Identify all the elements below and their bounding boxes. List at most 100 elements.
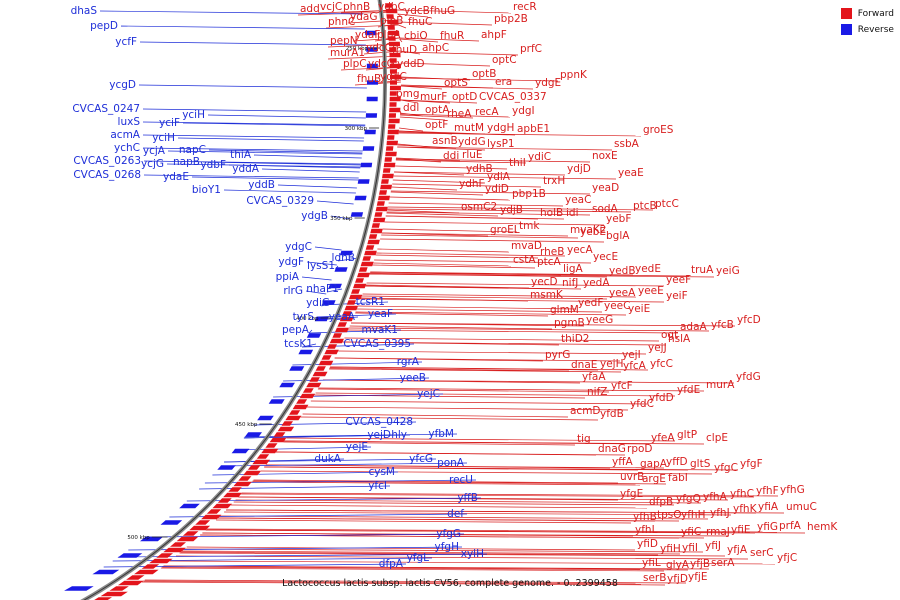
forward-label-connector <box>260 470 713 475</box>
forward-gene-label: ddi <box>443 150 459 162</box>
forward-feature-arrow <box>277 426 295 432</box>
forward-feature-arrow <box>389 85 401 91</box>
forward-feature-arrow <box>385 3 393 8</box>
reverse-gene-label: xylH <box>461 548 484 560</box>
reverse-feature-arrow <box>366 96 378 102</box>
reverse-feature-arrow <box>366 63 378 69</box>
reverse-label-connector <box>330 215 351 220</box>
reverse-gene-label: ydaE <box>163 171 189 183</box>
forward-gene-label: tpsO <box>657 509 682 521</box>
reverse-feature-arrow <box>117 553 143 558</box>
forward-gene-label: argE <box>642 473 666 485</box>
forward-label-connector <box>253 479 619 484</box>
forward-label-connector <box>389 196 511 201</box>
forward-gene-label: ydhB <box>466 163 493 175</box>
reverse-gene-label: yffB <box>457 492 478 504</box>
forward-label-connector <box>186 546 636 551</box>
forward-label-connector <box>318 387 705 392</box>
reverse-feature-arrow <box>321 300 336 305</box>
forward-feature-arrow <box>385 151 397 157</box>
forward-label-connector <box>233 501 675 506</box>
reverse-label-connector <box>138 84 367 89</box>
reverse-label-connector <box>253 154 362 159</box>
reverse-feature-arrow <box>366 47 378 52</box>
forward-gene-label: yfdC <box>630 398 654 410</box>
forward-feature-arrow <box>353 283 367 289</box>
forward-label-connector <box>315 392 676 397</box>
forward-label-connector <box>397 146 613 151</box>
forward-feature-arrow <box>357 272 371 278</box>
scale-tick-label: 300 kbp <box>345 126 368 132</box>
forward-gene-label: ydcB <box>404 5 430 17</box>
reverse-label-connector <box>277 184 357 189</box>
legend-forward: Forward <box>840 8 894 19</box>
reverse-feature-arrow <box>354 195 367 201</box>
forward-gene-label: yfiL <box>642 557 661 569</box>
forward-label-connector <box>330 366 649 371</box>
forward-gene-label: ptcA <box>537 256 562 268</box>
reverse-feature-arrow <box>64 586 94 591</box>
reverse-gene-label: mvaK1 <box>362 324 398 336</box>
forward-gene-label: recR <box>513 1 537 13</box>
scale-tick-label: 350 kbp <box>330 216 353 222</box>
forward-gene-label: rmaJ <box>706 526 730 538</box>
reverse-feature-arrow <box>306 333 322 338</box>
forward-label-connector <box>327 43 400 48</box>
forward-label-connector <box>399 37 480 42</box>
reverse-label-connector <box>207 114 366 119</box>
forward-label-connector <box>370 271 634 276</box>
reverse-gene-label: CVCAS_0428 <box>345 416 413 428</box>
forward-feature-arrow <box>379 190 387 195</box>
reverse-label-connector <box>142 134 365 139</box>
forward-label-connector <box>180 551 659 556</box>
forward-label-connector <box>398 130 486 135</box>
forward-feature-arrow <box>228 487 242 492</box>
forward-feature-arrow <box>94 597 112 600</box>
reverse-gene-label: acmA <box>110 129 140 141</box>
forward-gene-label: yfjD <box>667 573 688 585</box>
forward-gene-label: ydaF <box>355 29 380 41</box>
forward-feature-arrow <box>360 261 374 267</box>
forward-feature-arrow <box>206 509 222 514</box>
reverse-label-connector <box>301 276 332 281</box>
forward-feature-arrow <box>296 399 308 404</box>
forward-label-connector <box>265 464 665 469</box>
forward-gene-label: optB <box>472 68 496 80</box>
forward-feature-arrow <box>389 107 401 113</box>
reverse-label-connector <box>167 150 363 155</box>
reverse-feature-arrow <box>179 503 200 509</box>
forward-gene-label: ptcC <box>655 198 679 210</box>
forward-gene-label: yfhG <box>780 484 805 496</box>
forward-gene-label: ssbA <box>614 138 640 150</box>
reverse-feature-arrow <box>217 465 236 470</box>
reverse-gene-label: rgrA <box>397 356 420 368</box>
forward-feature-arrow <box>302 388 314 393</box>
forward-label-connector <box>310 400 648 405</box>
forward-feature-arrow <box>385 8 398 14</box>
reverse-gene-label: lysS1 <box>307 260 335 272</box>
forward-gene-label: yfaA <box>582 371 606 383</box>
reverse-label-connector <box>220 462 468 467</box>
reverse-gene-label: ycfF <box>115 36 137 48</box>
forward-gene-label: ydiD <box>485 183 509 195</box>
forward-label-connector <box>387 208 632 213</box>
forward-gene-label: yfhC <box>730 488 754 500</box>
forward-gene-label: bglA <box>606 230 630 242</box>
forward-gene-label: fhuC <box>408 16 432 28</box>
forward-gene-label: nifJ <box>562 277 578 289</box>
reverse-label-connector <box>186 497 482 502</box>
forward-feature-arrow <box>332 333 343 338</box>
forward-gene-label: optA <box>425 104 450 116</box>
forward-feature-arrow <box>285 415 302 421</box>
reverse-gene-label: dfpA <box>379 558 404 570</box>
reverse-feature-arrow <box>360 162 373 168</box>
forward-label-connector <box>397 146 486 151</box>
reverse-gene-label: yfbM <box>428 428 454 440</box>
reverse-gene-label: ychC <box>114 142 140 154</box>
forward-gene-label: yfiJ <box>705 540 721 552</box>
forward-gene-label: sodA <box>592 203 619 215</box>
reverse-label-connector <box>253 421 417 426</box>
forward-gene-label: clpE <box>706 432 728 444</box>
forward-gene-label: optF <box>425 119 448 131</box>
